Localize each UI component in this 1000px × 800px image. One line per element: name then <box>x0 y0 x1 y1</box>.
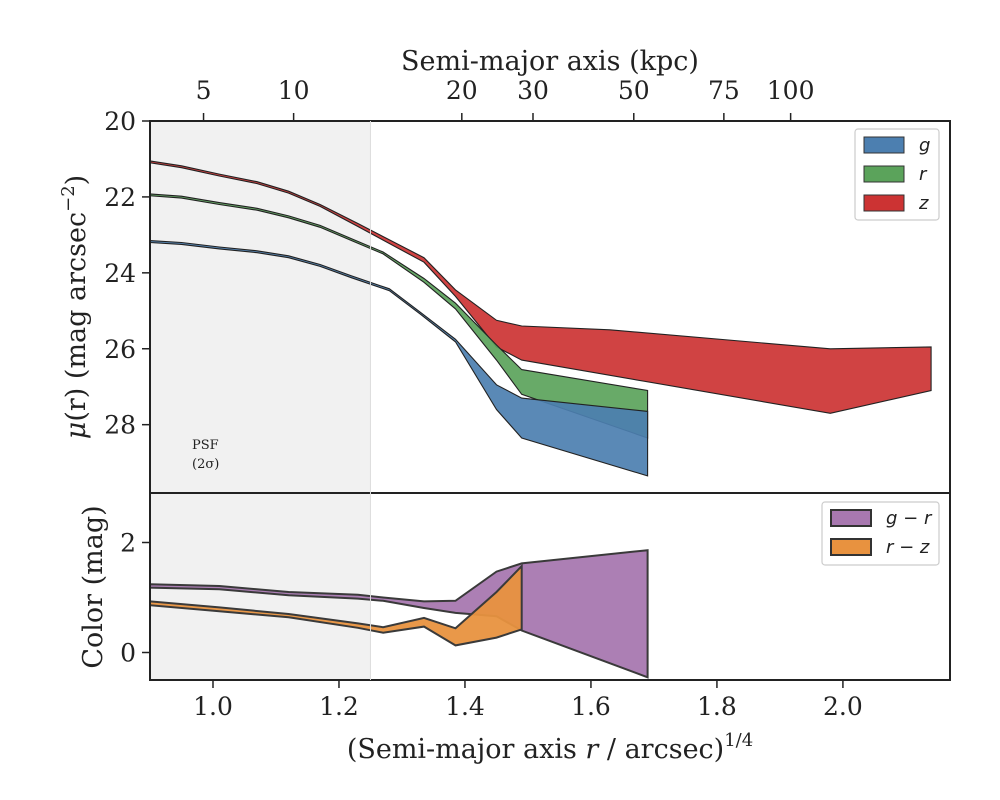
legend-label: r − z <box>886 537 930 558</box>
bottom-xtick-label: 2.0 <box>823 692 863 721</box>
xlabel-var: r <box>585 734 600 765</box>
top-legend: grz <box>854 128 940 221</box>
legend-swatch <box>863 165 905 183</box>
surface-brightness-bands <box>149 160 932 477</box>
ylabel-mu: μ <box>61 422 92 440</box>
bottom-y-axis-label: Color (mag) <box>78 505 109 668</box>
top-xtick-label: 75 <box>708 76 740 105</box>
bottom-xtick-label: 1.2 <box>319 692 359 721</box>
ylabel-close: ) <box>61 175 92 186</box>
top-xtick-label: 30 <box>517 76 549 105</box>
surface-brightness-panel: 20 22 24 26 28 5 10 20 30 50 75 100 Semi-major axi… <box>58 46 951 494</box>
top-xtick-label: 20 <box>446 76 478 105</box>
xlabel-before: (Semi-major axis <box>347 734 586 765</box>
top-xtick-label: 5 <box>196 76 212 105</box>
bottom-xtick-label: 1.6 <box>571 692 611 721</box>
top-axis-label: Semi-major axis (kpc) <box>401 46 699 77</box>
bottom-panel-frame <box>149 492 951 681</box>
xlabel-exponent: 1/4 <box>724 730 753 751</box>
top-ytick-label: 20 <box>104 107 136 136</box>
bottom-x-ticks: 1.0 1.2 1.4 1.6 1.8 2.0 <box>193 680 863 721</box>
color-panel: 02 1.0 1.2 1.4 1.6 1.8 2.0 Color (mag) (Semi-… <box>78 492 951 765</box>
legend-label: g − r <box>886 508 933 529</box>
legend-swatch <box>830 509 872 527</box>
legend-label: r <box>919 164 928 185</box>
bottom-xtick-label: 1.8 <box>697 692 737 721</box>
top-ytick-label: 26 <box>104 335 136 364</box>
legend-swatch <box>863 136 905 154</box>
ylabel-unit: (mag arcsec <box>61 212 92 388</box>
legend-swatch <box>830 538 872 556</box>
bottom-ytick-label: 0 <box>120 639 136 668</box>
bottom-y-ticks: 02 <box>120 529 150 668</box>
top-y-ticks: 20 22 24 26 28 <box>104 107 150 440</box>
bottom-legend: g − r r − z <box>821 501 940 566</box>
xlabel-after: / arcsec) <box>598 734 724 765</box>
band-color-1 <box>149 563 523 647</box>
top-xtick-label: 100 <box>767 76 815 105</box>
top-ytick-label: 28 <box>104 411 136 440</box>
band-z <box>149 160 932 414</box>
top-ytick-label: 24 <box>104 259 136 288</box>
psf-sublabel: (2σ) <box>192 457 219 472</box>
bottom-xtick-label: 1.0 <box>193 692 233 721</box>
top-ytick-label: 22 <box>104 183 136 212</box>
top-xtick-label: 10 <box>278 76 310 105</box>
legend-label: z <box>918 193 929 214</box>
bottom-x-axis-label: (Semi-major axis r / arcsec)1/4 <box>347 730 753 765</box>
top-x-ticks-kpc: 5 10 20 30 50 75 100 <box>196 76 815 121</box>
band-color-0 <box>149 549 649 679</box>
legend-swatch <box>863 194 905 212</box>
bottom-xtick-label: 1.4 <box>445 692 485 721</box>
top-y-axis-label: μ(r) (mag arcsec−2) <box>58 175 92 439</box>
legend-label: g <box>919 135 930 156</box>
psf-label: PSF <box>192 438 219 453</box>
psf-shaded-region <box>150 121 371 493</box>
color-bands <box>149 549 649 679</box>
bottom-ytick-label: 2 <box>120 529 136 558</box>
top-xtick-label: 50 <box>618 76 650 105</box>
band-g <box>149 240 649 477</box>
ylabel-exponent: −2 <box>58 185 79 212</box>
ylabel-var: (r) <box>61 388 92 422</box>
